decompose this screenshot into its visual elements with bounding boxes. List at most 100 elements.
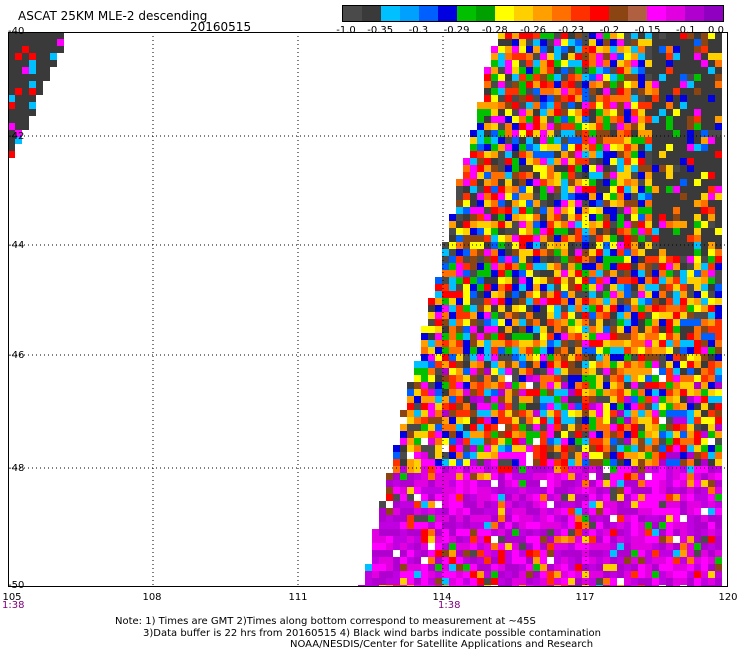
swath-cell [673, 312, 680, 319]
swath-cell [505, 508, 512, 515]
swath-cell [505, 263, 512, 270]
swath-cell [680, 557, 687, 564]
swath-cell [547, 109, 554, 116]
swath-cell [715, 354, 722, 361]
swath-cell [372, 543, 379, 550]
swath-cell [428, 319, 435, 326]
swath-cell [470, 151, 477, 158]
swath-cell [687, 137, 694, 144]
swath-cell [708, 452, 715, 459]
swath-cell [631, 242, 638, 249]
swath-cell [638, 473, 645, 480]
swath-cell [484, 263, 491, 270]
swath-cell [694, 60, 701, 67]
swath-cell [631, 277, 638, 284]
swath-cell [477, 249, 484, 256]
swath-cell [505, 60, 512, 67]
swath-cell [421, 375, 428, 382]
swath-cell [694, 193, 701, 200]
swath-cell [470, 536, 477, 543]
swath-cell [589, 550, 596, 557]
swath-cell [561, 256, 568, 263]
swath-cell [547, 480, 554, 487]
swath-cell [505, 270, 512, 277]
swath-cell [631, 263, 638, 270]
swath-cell [610, 466, 617, 473]
swath-cell [617, 494, 624, 501]
swath-cell [582, 326, 589, 333]
swath-cell [470, 165, 477, 172]
swath-cell [687, 543, 694, 550]
swath-cell [519, 466, 526, 473]
swath-cell [638, 305, 645, 312]
swath-cell [456, 235, 463, 242]
swath-cell [715, 60, 722, 67]
swath-cell [666, 368, 673, 375]
swath-cell [533, 81, 540, 88]
swath-cell [680, 116, 687, 123]
swath-cell [638, 543, 645, 550]
swath-cell [561, 522, 568, 529]
swath-cell [526, 508, 533, 515]
swath-cell [638, 410, 645, 417]
swath-cell [470, 480, 477, 487]
swath-cell [449, 487, 456, 494]
swath-cell [484, 235, 491, 242]
swath-cell [694, 165, 701, 172]
swath-cell [547, 144, 554, 151]
swath-cell [498, 389, 505, 396]
swath-cell [449, 375, 456, 382]
swath-cell [652, 151, 659, 158]
swath-cell [491, 466, 498, 473]
swath-cell [645, 319, 652, 326]
swath-cell [666, 32, 673, 39]
swath-cell [36, 32, 43, 39]
swath-cell [442, 564, 449, 571]
swath-cell [666, 53, 673, 60]
swath-cell [498, 557, 505, 564]
swath-cell [414, 550, 421, 557]
swath-cell [687, 53, 694, 60]
swath-cell [638, 39, 645, 46]
swath-cell [428, 459, 435, 466]
swath-cell [547, 284, 554, 291]
swath-cell [617, 277, 624, 284]
swath-cell [505, 326, 512, 333]
swath-cell [421, 340, 428, 347]
swath-cell [442, 536, 449, 543]
swath-cell [610, 235, 617, 242]
swath-cell [687, 361, 694, 368]
swath-cell [666, 242, 673, 249]
swath-cell [379, 501, 386, 508]
swath-cell [659, 193, 666, 200]
swath-cell [449, 438, 456, 445]
swath-cell [533, 39, 540, 46]
swath-cell [477, 193, 484, 200]
swath-cell [631, 494, 638, 501]
swath-cell [645, 277, 652, 284]
swath-cell [610, 382, 617, 389]
swath-cell [680, 389, 687, 396]
swath-cell [596, 354, 603, 361]
swath-cell [533, 67, 540, 74]
swath-cell [512, 144, 519, 151]
swath-cell [701, 123, 708, 130]
swath-cell [715, 39, 722, 46]
swath-cell [673, 235, 680, 242]
swath-cell [610, 284, 617, 291]
swath-cell [540, 445, 547, 452]
swath-cell [540, 494, 547, 501]
swath-cell [631, 81, 638, 88]
swath-cell [666, 95, 673, 102]
swath-cell [638, 368, 645, 375]
swath-cell [477, 270, 484, 277]
swath-cell [463, 284, 470, 291]
swath-cell [568, 319, 575, 326]
swath-cell [470, 214, 477, 221]
swath-cell [491, 494, 498, 501]
swath-cell [575, 270, 582, 277]
swath-cell [610, 263, 617, 270]
swath-cell [435, 319, 442, 326]
swath-cell [645, 46, 652, 53]
swath-cell [533, 256, 540, 263]
